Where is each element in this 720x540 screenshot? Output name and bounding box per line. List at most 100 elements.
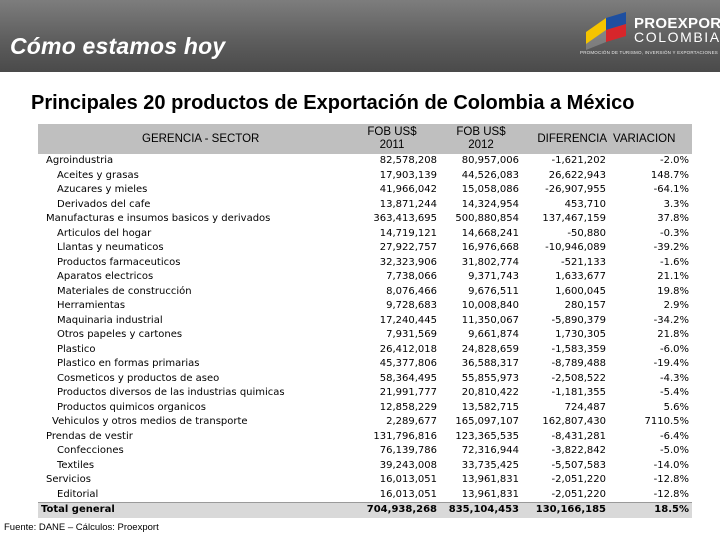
table-row: Derivados del cafe 13,871,244 14,324,954… xyxy=(38,198,692,213)
row-name: Textiles xyxy=(57,459,95,471)
row-name: Prendas de vestir xyxy=(46,430,133,442)
logo-wordmark-proexport: PROEXPORT xyxy=(634,15,720,32)
row-fob-2012: 835,104,453 xyxy=(440,502,522,518)
table-row: Productos farmaceuticos 32,323,906 31,80… xyxy=(38,256,692,271)
row-variacion: 18.5% xyxy=(609,502,692,518)
row-diferencia: -8,431,281 xyxy=(551,430,606,442)
col-header-diferencia: DIFERENCIA xyxy=(522,124,609,154)
row-diferencia: 280,157 xyxy=(564,300,606,311)
slide-title: Cómo estamos hoy xyxy=(10,33,226,59)
table-row: Herramientas 9,728,683 10,008,840 280,15… xyxy=(38,299,692,314)
row-diferencia: -521,133 xyxy=(561,256,606,268)
row-diferencia: -1,583,359 xyxy=(551,343,606,355)
row-name: Total general xyxy=(38,502,344,518)
row-variacion: -6.4% xyxy=(659,430,689,442)
row-diferencia: 130,166,185 xyxy=(522,502,609,518)
col-header-fob-2011: FOB US$ 2011 xyxy=(344,124,440,154)
row-fob-2012: 9,371,743 xyxy=(468,271,519,282)
row-fob-2011: 7,931,569 xyxy=(386,329,437,340)
row-name: Productos quimicos organicos xyxy=(57,401,206,413)
row-diferencia: -26,907,955 xyxy=(545,184,606,195)
table-row: Editorial 16,013,051 13,961,831 -2,051,2… xyxy=(38,488,692,503)
col-header-fob-2012-line1: FOB US$ xyxy=(456,126,506,138)
row-diferencia: 162,807,430 xyxy=(542,416,606,427)
row-name: Llantas y neumaticos xyxy=(57,242,164,253)
row-fob-2012: 11,350,067 xyxy=(461,314,519,326)
row-fob-2011: 41,966,042 xyxy=(379,184,437,195)
row-fob-2012: 9,676,511 xyxy=(468,285,519,297)
row-diferencia: -1,181,355 xyxy=(551,387,606,398)
row-diferencia: -8,789,488 xyxy=(551,358,606,369)
row-variacion: 2.9% xyxy=(663,300,689,311)
table-row: Azucares y mieles 41,966,042 15,058,086 … xyxy=(38,183,692,198)
row-diferencia: -1,621,202 xyxy=(551,155,606,166)
row-fob-2011: 12,858,229 xyxy=(379,401,437,413)
logo-mark-icon xyxy=(586,12,626,50)
row-variacion: 21.1% xyxy=(657,271,689,282)
row-name: Materiales de construcción xyxy=(57,285,192,297)
row-diferencia: -50,880 xyxy=(567,227,606,239)
table-row: Productos quimicos organicos 12,858,229 … xyxy=(38,401,692,416)
row-name: Aparatos electricos xyxy=(57,271,154,282)
row-fob-2011: 2,289,677 xyxy=(386,416,437,427)
row-variacion: 148.7% xyxy=(650,169,689,181)
table-row-agroindustria: Agroindustria 82,578,208 80,957,006 -1,6… xyxy=(38,154,692,169)
exports-table: GERENCIA - SECTOR FOB US$ 2011 FOB US$ 2… xyxy=(38,124,692,518)
table-row: Otros papeles y cartones 7,931,569 9,661… xyxy=(38,328,692,343)
table-row: Aceites y grasas 17,903,139 44,526,083 2… xyxy=(38,169,692,184)
row-name: Articulos del hogar xyxy=(57,227,152,239)
row-fob-2011: 8,076,466 xyxy=(386,285,437,297)
row-variacion: -34.2% xyxy=(653,314,689,326)
row-fob-2011: 26,412,018 xyxy=(379,343,437,355)
row-variacion: 7110.5% xyxy=(644,416,690,427)
row-fob-2011: 39,243,008 xyxy=(379,459,437,471)
row-name: Plastico en formas primarias xyxy=(57,358,200,369)
row-fob-2012: 9,661,874 xyxy=(468,329,519,340)
row-fob-2012: 16,976,668 xyxy=(461,242,519,253)
row-variacion: -0.3% xyxy=(659,227,689,239)
table-row: Plastico 26,412,018 24,828,659 -1,583,35… xyxy=(38,343,692,358)
row-diferencia: 26,622,943 xyxy=(548,169,606,181)
row-fob-2011: 704,938,268 xyxy=(344,502,440,518)
row-name: Agroindustria xyxy=(46,155,114,166)
logo-wordmark-colombia: COLOMBIA xyxy=(634,29,720,45)
row-name: Aceites y grasas xyxy=(57,169,139,181)
row-name: Productos farmaceuticos xyxy=(57,256,181,268)
row-variacion: -12.8% xyxy=(653,488,689,500)
col-header-fob-2011-line1: FOB US$ xyxy=(367,126,417,138)
row-diferencia: 1,633,677 xyxy=(555,271,606,282)
table-row: Materiales de construcción 8,076,466 9,6… xyxy=(38,285,692,300)
row-name: Confecciones xyxy=(57,445,124,456)
row-fob-2012: 123,365,535 xyxy=(455,430,519,442)
row-fob-2011: 16,013,051 xyxy=(379,488,437,500)
table-row: Cosmeticos y productos de aseo 58,364,49… xyxy=(38,372,692,387)
header-bar: Cómo estamos hoy PROEXPORT COLOMBIA PROM… xyxy=(0,0,720,72)
table-row: Vehiculos y otros medios de transporte 2… xyxy=(38,415,692,430)
row-variacion: -5.0% xyxy=(659,445,689,456)
row-name: Manufacturas e insumos basicos y derivad… xyxy=(46,213,271,224)
row-fob-2011: 58,364,495 xyxy=(379,372,437,384)
page-heading: Principales 20 productos de Exportación … xyxy=(31,92,635,114)
table-header-row: GERENCIA - SECTOR FOB US$ 2011 FOB US$ 2… xyxy=(38,124,692,154)
row-fob-2012: 33,735,425 xyxy=(461,459,519,471)
row-fob-2011: 13,871,244 xyxy=(379,198,437,210)
row-variacion: -64.1% xyxy=(653,184,689,195)
row-fob-2011: 82,578,208 xyxy=(379,155,437,166)
row-variacion: -1.6% xyxy=(659,256,689,268)
row-fob-2012: 36,588,317 xyxy=(461,358,519,369)
table-row-servicios: Servicios 16,013,051 13,961,831 -2,051,2… xyxy=(38,473,692,488)
row-fob-2012: 13,961,831 xyxy=(461,488,519,500)
row-fob-2012: 24,828,659 xyxy=(461,343,519,355)
row-fob-2012: 44,526,083 xyxy=(461,169,519,181)
table-row: Productos diversos de las industrias qui… xyxy=(38,386,692,401)
row-variacion: -19.4% xyxy=(653,358,689,369)
row-diferencia: 137,467,159 xyxy=(542,213,606,224)
row-diferencia: -2,051,220 xyxy=(551,488,606,500)
row-name: Otros papeles y cartones xyxy=(57,329,183,340)
row-fob-2012: 72,316,944 xyxy=(461,445,519,456)
row-fob-2012: 31,802,774 xyxy=(461,256,519,268)
table-row: Aparatos electricos 7,738,066 9,371,743 … xyxy=(38,270,692,285)
table-row-prendas: Prendas de vestir 131,796,816 123,365,53… xyxy=(38,430,692,445)
row-fob-2011: 9,728,683 xyxy=(386,300,437,311)
row-fob-2011: 21,991,777 xyxy=(379,387,437,398)
